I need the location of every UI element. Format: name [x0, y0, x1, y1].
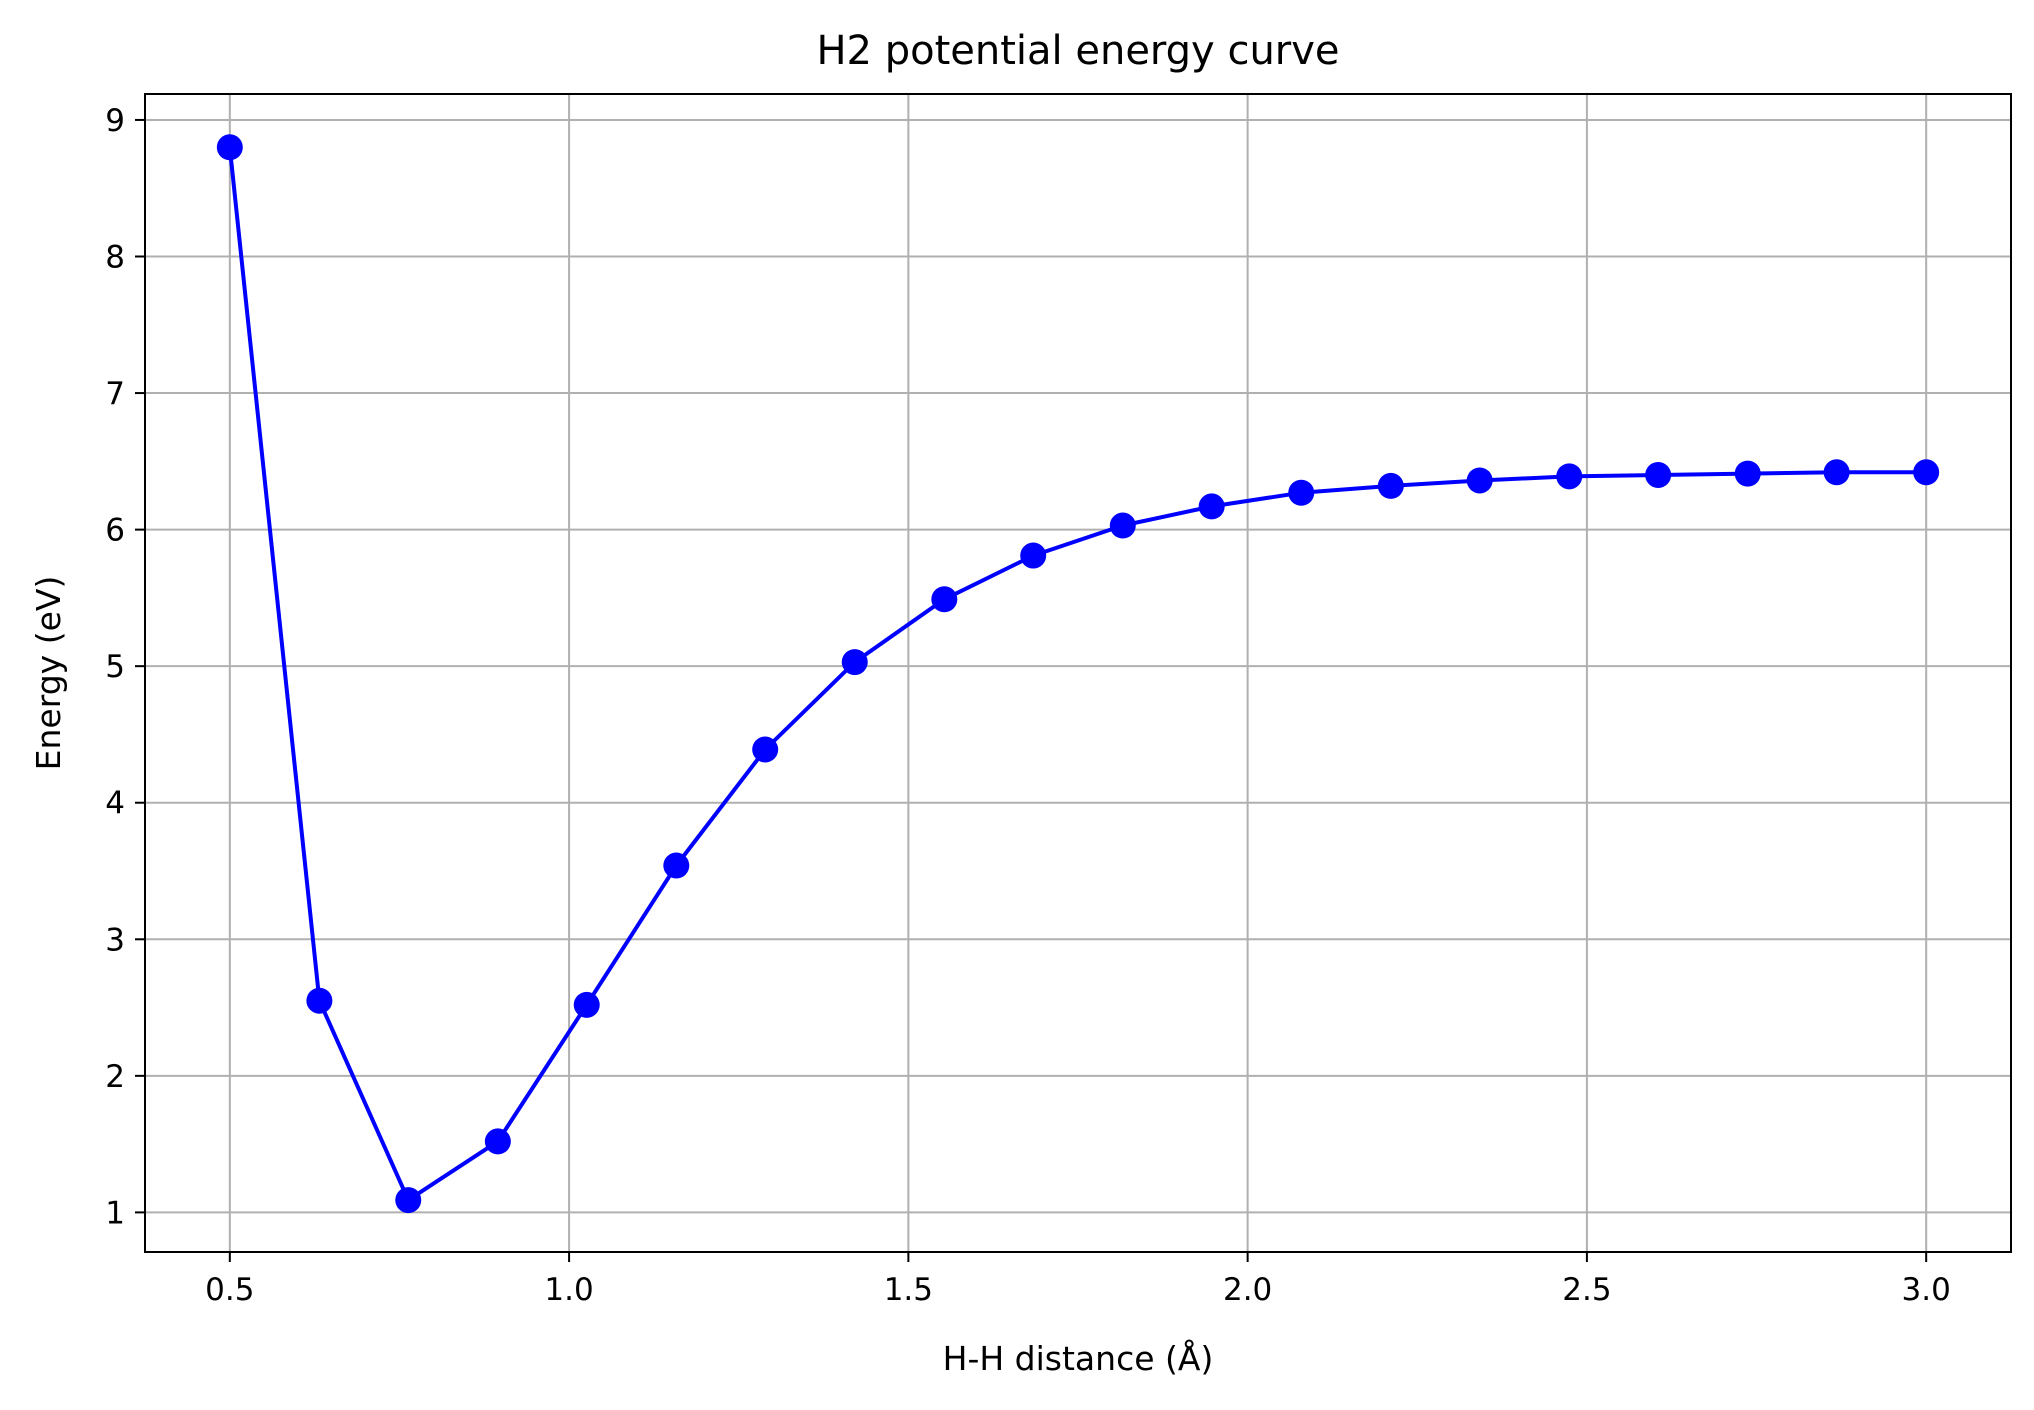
data-point [306, 987, 333, 1014]
x-tick-label: 0.5 [205, 1272, 254, 1308]
data-point [841, 649, 868, 676]
data-point [1198, 493, 1225, 520]
data-point [1466, 467, 1493, 494]
axis-ticks: 0.5 1.0 1.5 2.0 2.5 3.0 1 2 3 4 5 6 7 8 9 [105, 103, 1951, 1308]
y-tick-label: 7 [105, 376, 125, 412]
x-tick-label: 1.5 [884, 1272, 933, 1308]
y-tick-label: 9 [105, 103, 125, 139]
y-tick-label: 6 [105, 513, 125, 549]
data-point [484, 1128, 511, 1155]
y-tick-label: 8 [105, 240, 125, 276]
data-point [663, 852, 690, 879]
y-axis-label: Energy (eV) [29, 576, 68, 771]
x-tick-label: 2.5 [1562, 1272, 1611, 1308]
x-tick-label: 1.0 [544, 1272, 593, 1308]
data-point [1377, 472, 1404, 499]
data-point [395, 1187, 422, 1214]
series-line [227, 147, 1927, 1203]
x-tick-label: 2.0 [1223, 1272, 1272, 1308]
data-point [1556, 463, 1583, 490]
data-point [752, 736, 779, 763]
chart-title: H2 potential energy curve [816, 28, 1339, 74]
data-point [1020, 542, 1047, 569]
series [216, 134, 1940, 1214]
data-point [1109, 512, 1136, 539]
data-point [573, 991, 600, 1018]
y-tick-label: 2 [105, 1059, 125, 1095]
x-tick-label: 3.0 [1902, 1272, 1951, 1308]
y-tick-label: 3 [105, 922, 125, 958]
data-point [931, 586, 958, 613]
data-point [216, 134, 243, 161]
data-point [1913, 459, 1940, 486]
y-tick-label: 1 [105, 1195, 125, 1231]
data-point [1734, 460, 1761, 487]
data-point [1645, 461, 1672, 488]
grid [145, 94, 2011, 1252]
data-point [1823, 459, 1850, 486]
y-tick-label: 4 [105, 786, 125, 822]
x-axis-label: H-H distance (Å) [943, 1338, 1214, 1378]
y-tick-label: 5 [105, 649, 125, 685]
plot-frame [144, 93, 2012, 1253]
data-point [1288, 479, 1315, 506]
